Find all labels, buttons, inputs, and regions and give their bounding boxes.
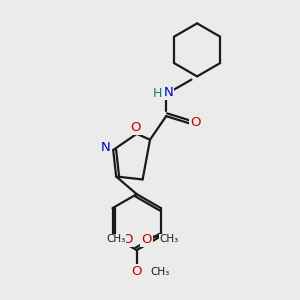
Text: O: O xyxy=(141,232,152,246)
Text: H: H xyxy=(153,87,162,100)
Text: CH₃: CH₃ xyxy=(160,234,179,244)
Text: O: O xyxy=(131,265,142,278)
Text: O: O xyxy=(130,121,140,134)
Text: O: O xyxy=(190,116,200,128)
Text: O: O xyxy=(122,232,132,246)
Text: CH₃: CH₃ xyxy=(106,234,126,244)
Text: CH₃: CH₃ xyxy=(150,267,169,277)
Text: N: N xyxy=(164,86,173,99)
Text: N: N xyxy=(101,141,111,154)
